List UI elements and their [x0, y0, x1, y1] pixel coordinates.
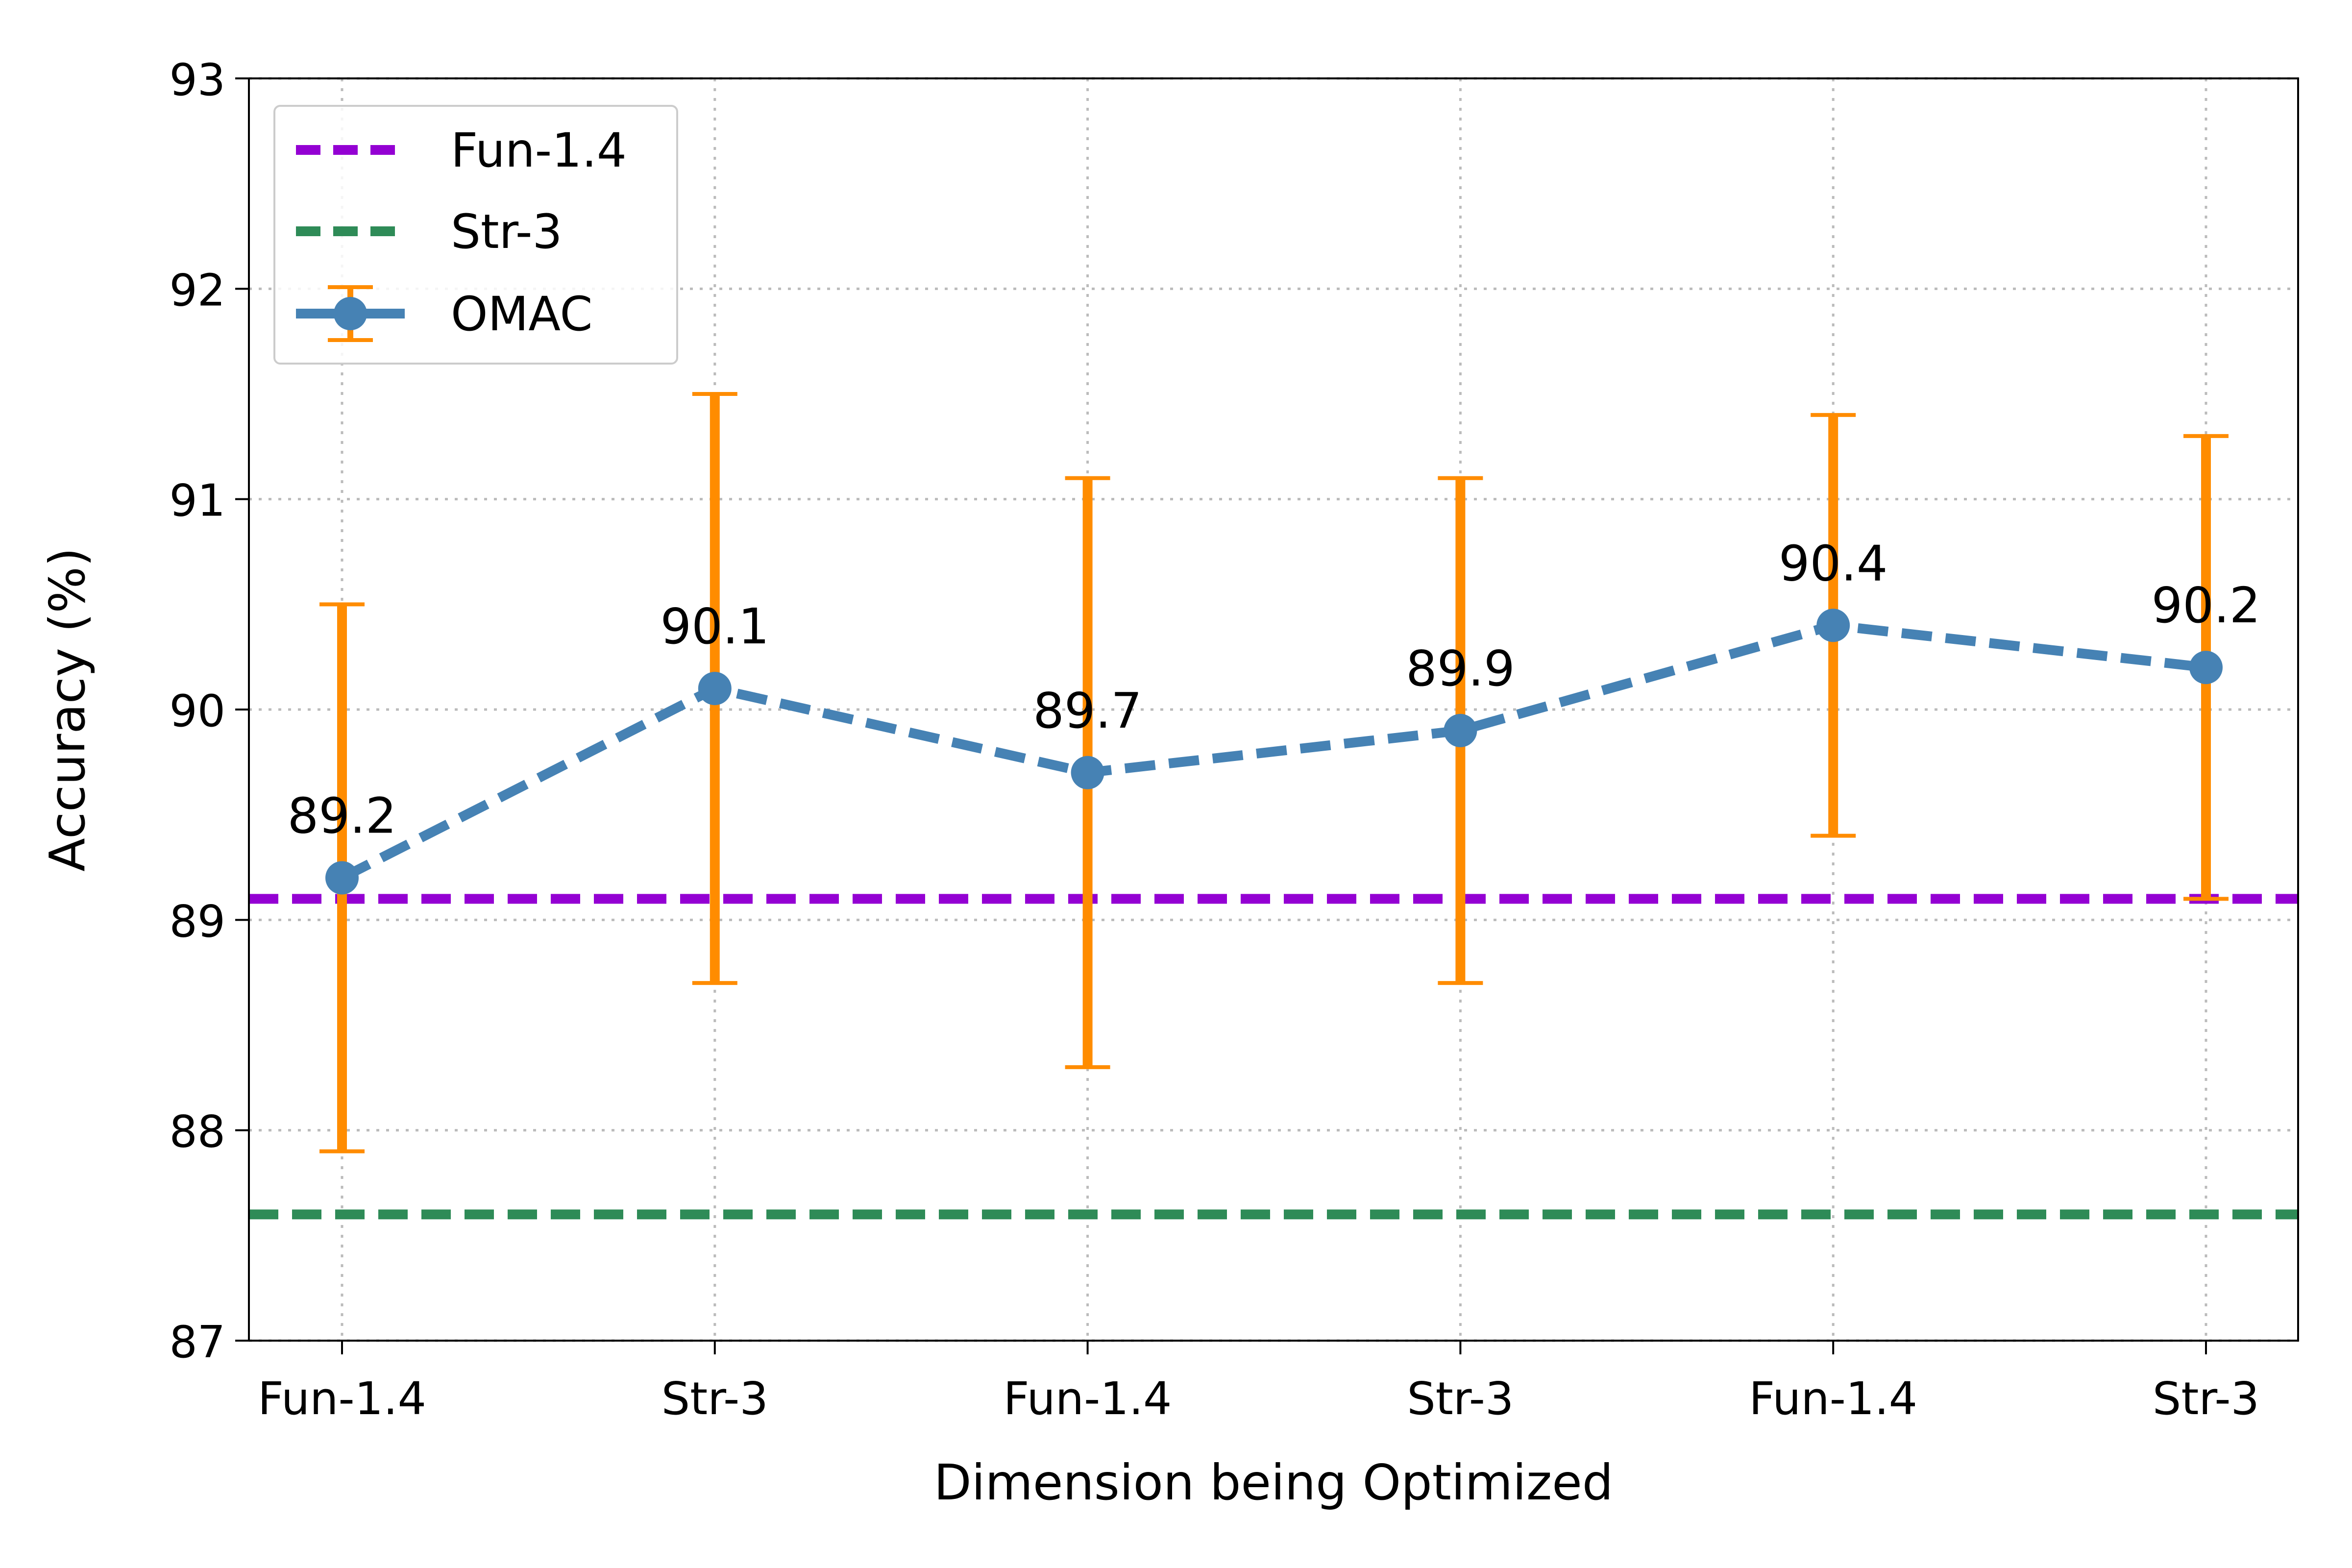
x-tick-label: Fun-1.4 — [258, 1372, 426, 1425]
legend-series-marker — [334, 297, 367, 330]
error-bars — [319, 392, 2229, 1153]
x-tick-label: Fun-1.4 — [1004, 1372, 1172, 1425]
reference-lines — [249, 894, 2298, 1220]
data-label: 89.9 — [1406, 640, 1515, 697]
y-tick-label: 87 — [169, 1317, 225, 1368]
y-axis-title: Accuracy (%) — [39, 547, 96, 871]
data-labels: 89.2 90.1 89.7 89.9 90.4 90.2 — [288, 535, 2261, 844]
y-tick-label: 88 — [169, 1106, 225, 1158]
data-point — [1071, 756, 1104, 789]
data-label: 90.1 — [660, 598, 769, 655]
data-point — [2189, 651, 2223, 685]
legend: Fun-1.4 Str-3 OMAC — [273, 105, 678, 365]
y-tick-label: 92 — [169, 265, 225, 316]
x-tick-label: Str-3 — [1407, 1372, 1514, 1425]
x-tick-label: Str-3 — [2153, 1372, 2259, 1425]
data-point — [1444, 713, 1477, 747]
y-tick-label: 93 — [169, 54, 225, 106]
x-tick-label: Fun-1.4 — [1749, 1372, 1917, 1425]
x-tick-label: Str-3 — [662, 1372, 768, 1425]
legend-label: Fun-1.4 — [451, 123, 627, 178]
legend-label: Str-3 — [451, 204, 563, 259]
legend-box — [273, 105, 678, 365]
data-label: 90.4 — [1779, 535, 1888, 592]
y-tick-label: 90 — [169, 686, 225, 737]
data-label: 89.2 — [288, 787, 397, 844]
y-tick-label: 91 — [169, 475, 225, 527]
y-tick-label: 89 — [169, 896, 225, 947]
data-point — [325, 861, 359, 895]
data-label: 89.7 — [1033, 682, 1142, 739]
data-point — [698, 672, 732, 706]
data-point — [1816, 609, 1850, 642]
x-axis-title: Dimension being Optimized — [934, 1454, 1614, 1511]
data-label: 90.2 — [2152, 577, 2261, 634]
series-line-omac — [340, 620, 2207, 882]
series-layer — [325, 609, 2223, 895]
legend-label: OMAC — [451, 287, 592, 342]
